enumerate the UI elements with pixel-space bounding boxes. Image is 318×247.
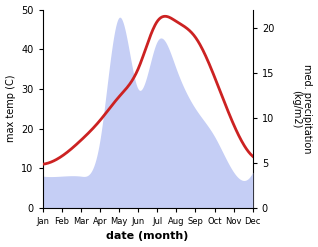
Y-axis label: med. precipitation
(kg/m2): med. precipitation (kg/m2) — [291, 64, 313, 153]
X-axis label: date (month): date (month) — [107, 231, 189, 242]
Y-axis label: max temp (C): max temp (C) — [5, 75, 16, 143]
